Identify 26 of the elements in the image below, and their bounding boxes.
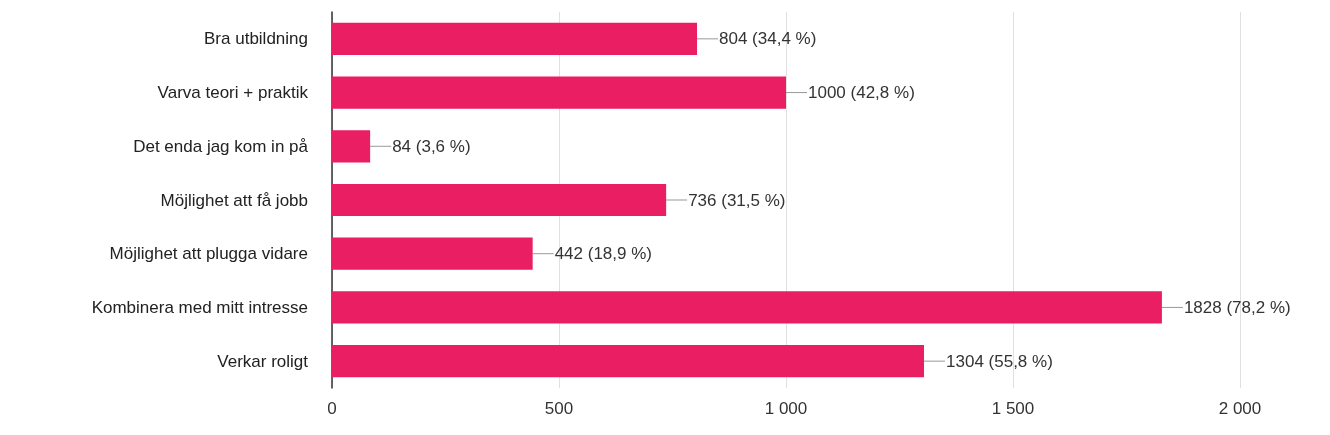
y-tick-label: Bra utbildning	[204, 29, 308, 49]
bar	[332, 183, 667, 217]
data-label: 736 (31,5 %)	[688, 190, 786, 210]
data-label: 84 (3,6 %)	[392, 136, 471, 156]
y-tick-label: Varva teori + praktik	[157, 83, 309, 103]
x-tick-label: 1 500	[991, 399, 1035, 418]
x-tick-label: 0	[327, 399, 337, 418]
y-tick-label: Det enda jag kom in på	[133, 136, 309, 156]
x-tick-label: 2 000	[1218, 399, 1262, 418]
bar	[332, 130, 371, 163]
y-tick-label: Verkar roligt	[217, 351, 309, 371]
y-tick-label: Kombinera med mitt intresse	[91, 297, 308, 317]
y-tick-label: Möjlighet att plugga vidare	[109, 244, 308, 264]
bar	[332, 291, 1162, 324]
data-label: 1304 (55,8 %)	[946, 351, 1053, 371]
x-tick-label: 1 000	[764, 399, 808, 418]
bar	[332, 237, 533, 270]
bar	[332, 22, 698, 55]
y-tick-label: Möjlighet att få jobb	[160, 190, 308, 210]
bar	[332, 345, 925, 378]
data-label: 1828 (78,2 %)	[1183, 297, 1291, 317]
x-tick-label: 500	[544, 399, 574, 418]
data-label: 442 (18,9 %)	[554, 244, 653, 264]
data-label: 1000 (42,8 %)	[808, 83, 915, 103]
data-label: 804 (34,4 %)	[719, 29, 817, 49]
bar	[332, 76, 786, 109]
